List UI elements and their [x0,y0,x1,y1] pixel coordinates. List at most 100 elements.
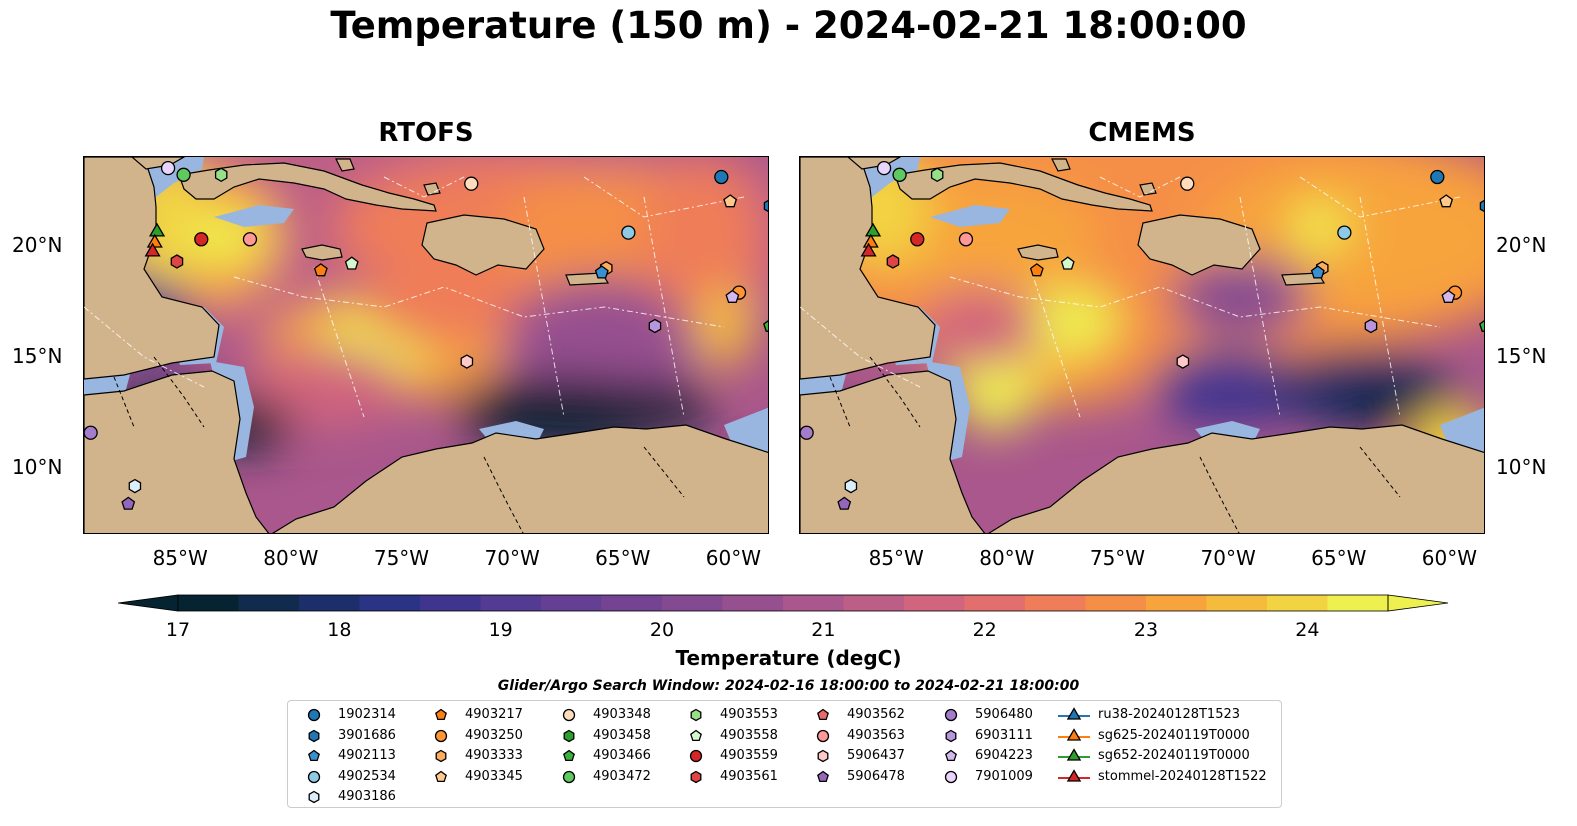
float-marker-4903559[interactable] [194,232,209,247]
lat-tick-label: 15°N [12,344,63,369]
lat-tick-label: 20°N [1496,232,1547,257]
lon-tick-label: 65°W [595,546,651,570]
colorbar-segment [904,595,965,611]
float-marker-5906478[interactable] [121,496,136,510]
legend-label: 4903466 [593,748,651,764]
float-marker-5906480[interactable] [800,425,814,440]
temperature-field-patch [364,267,524,347]
float-marker-sg652-20240119T0000[interactable] [148,222,166,237]
colorbar-segment [1267,595,1328,611]
lon-tick-label: 60°W [705,546,762,570]
legend-marker-icon [308,729,320,742]
float-marker-4903553[interactable] [214,167,228,183]
lon-tick-label: 85°W [152,546,208,570]
legend-label: 4903553 [720,707,778,722]
float-marker-5906437[interactable] [460,354,474,369]
float-marker-5906480[interactable] [84,425,98,440]
float-marker-5906478[interactable] [837,496,852,510]
land-bahamas [1051,158,1071,172]
legend-label: 4903558 [720,727,778,743]
float-marker-5906437[interactable] [1176,354,1190,369]
legend-label: 4903562 [847,707,905,722]
colorbar-tick-label: 22 [972,619,997,641]
land-yucatan [84,157,220,380]
legend-marker-icon [308,749,320,762]
colorbar-segment [783,595,844,611]
search-window-text: Glider/Argo Search Window: 2024-02-16 18… [497,678,1080,694]
temperature-field-patch [920,287,1040,367]
float-marker-4903345[interactable] [1439,194,1454,208]
float-marker-stommel-20240128T1522[interactable] [860,242,877,257]
legend-label: 4903472 [593,768,651,784]
colorbar-tick-label: 23 [1133,619,1159,641]
float-marker-4903563[interactable] [242,232,258,247]
legend-label: 7901009 [975,768,1033,784]
float-marker-6904223[interactable] [1441,289,1456,303]
lat-tick-label: 20°N [12,232,63,257]
eez-boundary [1239,196,1281,418]
legend-marker-icon [817,770,829,782]
float-marker-4903186[interactable] [128,478,142,494]
float-marker-4903558[interactable] [1060,256,1075,270]
legend-marker-icon [307,708,321,722]
float-marker-1902314[interactable] [1430,169,1445,185]
float-marker-4903561[interactable] [170,254,184,269]
temperature-field-patch [1170,257,1310,337]
float-marker-6903111[interactable] [648,318,662,334]
float-marker-4903472[interactable] [892,167,907,182]
land-bahamas2 [423,182,441,196]
lon-tick-label: 80°W [263,546,319,570]
float-marker-6904223[interactable] [725,289,740,303]
land-southam [272,424,768,533]
float-marker-4902113[interactable] [1310,265,1325,279]
eez-boundary [583,176,745,218]
legend-marker-icon [562,708,576,722]
lat-tick-label: 10°N [12,455,63,480]
float-marker-7901009[interactable] [876,160,892,176]
panel-title-cmems: CMEMS [1088,118,1196,148]
float-marker-3901686[interactable] [763,199,769,213]
map-panel-cmems [799,156,1485,534]
eez-boundary [313,266,365,418]
float-marker-4903553[interactable] [930,167,944,183]
legend-marker-icon [690,708,702,722]
legend-label: 4903561 [720,768,778,784]
float-marker-4903348[interactable] [464,176,479,191]
float-marker-4902534[interactable] [621,225,636,240]
colorbar-tick-label: 24 [1295,619,1320,641]
float-marker-4903348[interactable] [1180,176,1195,191]
float-marker-4903559[interactable] [910,232,925,247]
legend-label: 5906480 [975,707,1033,722]
float-marker-4903472[interactable] [176,167,191,182]
float-marker-stommel-20240128T1522[interactable] [144,242,161,257]
float-marker-4903345[interactable] [723,194,738,208]
float-marker-4903217[interactable] [1029,263,1044,277]
float-marker-4903558[interactable] [344,256,359,270]
float-marker-1902314[interactable] [714,169,729,185]
legend-marker-icon [945,729,957,742]
float-marker-4902534[interactable] [1337,225,1352,240]
float-marker-sg652-20240119T0000[interactable] [864,222,882,237]
land-central [800,370,986,533]
legend: 1902314 3901686 4902113 4902534 4903186 49032… [287,700,1282,808]
legend-label: sg652-20240119T0000 [1098,748,1250,764]
legend-marker-icon [1058,748,1090,761]
temperature-field-patch [1020,287,1120,357]
float-marker-4902113[interactable] [594,265,609,279]
legend-marker-icon [690,770,702,784]
float-marker-4903466[interactable] [1479,320,1485,332]
float-marker-6903111[interactable] [1364,318,1378,334]
eez-boundary [800,306,921,388]
float-marker-4903217[interactable] [313,263,328,277]
legend-marker-icon [944,708,958,722]
legend-label: 4903563 [847,727,905,743]
float-marker-3901686[interactable] [1479,199,1485,213]
country-border [153,356,205,428]
float-marker-4903563[interactable] [958,232,974,247]
float-marker-4903466[interactable] [763,320,769,332]
float-marker-7901009[interactable] [160,160,176,176]
lon-tick-label: 60°W [1421,546,1478,570]
float-marker-4903186[interactable] [844,478,858,494]
legend-marker-icon [690,729,702,741]
float-marker-4903561[interactable] [886,254,900,269]
